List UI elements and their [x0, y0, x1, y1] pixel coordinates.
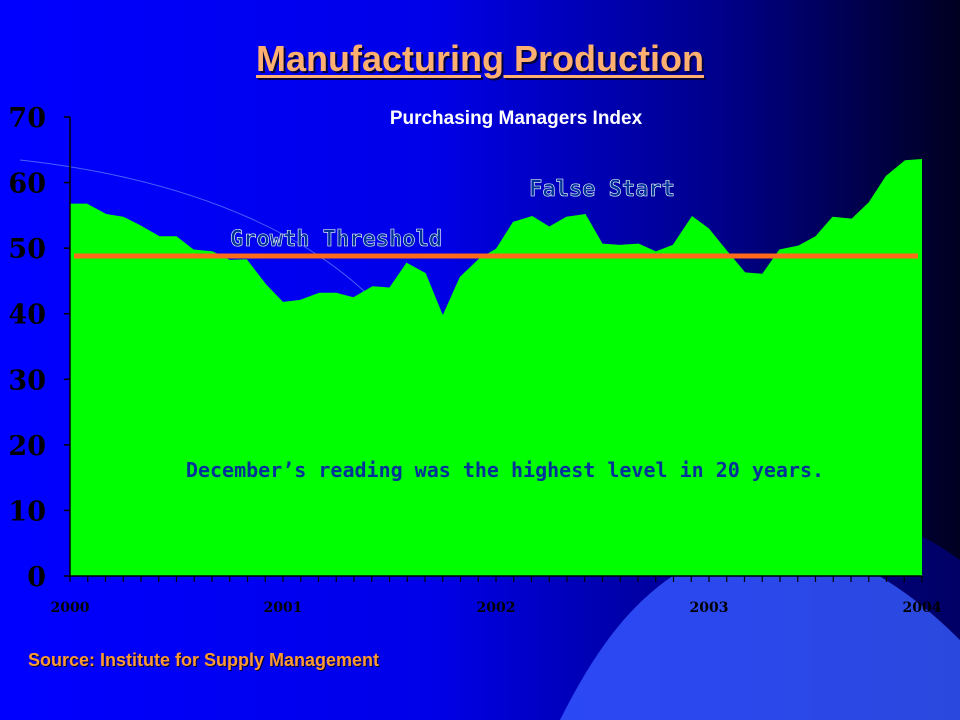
x-tick-label: 2004: [903, 600, 942, 616]
pmi-area: [70, 159, 922, 576]
x-tick-label: 2003: [690, 600, 729, 616]
x-tick-label: 2000: [51, 600, 90, 616]
growth-threshold-label: Growth Threshold: [230, 227, 442, 252]
x-tick-label: 2001: [264, 600, 303, 616]
x-tick-label: 2002: [477, 600, 516, 616]
y-tick-label: 0: [27, 562, 46, 593]
y-tick-label: 20: [8, 431, 46, 462]
plot-area: [70, 159, 922, 576]
y-tick-label: 70: [8, 103, 46, 134]
y-tick-label: 10: [8, 496, 46, 527]
y-tick-label: 60: [8, 169, 46, 200]
y-tick-label: 50: [8, 234, 46, 265]
y-tick-label: 30: [8, 365, 46, 396]
december-note: December’s reading was the highest level…: [186, 458, 824, 482]
source-note: Source: Institute for Supply Management: [28, 650, 380, 670]
y-tick-label: 40: [8, 300, 46, 331]
slide-title: Manufacturing Production: [256, 38, 704, 79]
false-start-label: False Start: [529, 177, 675, 202]
chart-subtitle: Purchasing Managers Index: [390, 108, 643, 129]
axes: 0 10 20 30 40 50 60 70 2000 2001 2002 2003 2004: [8, 103, 941, 616]
